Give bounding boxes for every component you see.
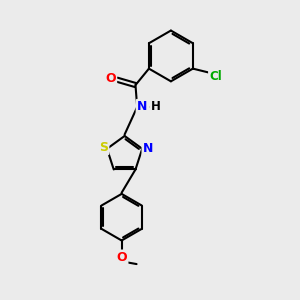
Text: O: O xyxy=(116,251,127,264)
Text: Cl: Cl xyxy=(209,70,222,83)
Text: O: O xyxy=(105,72,116,85)
Text: H: H xyxy=(151,100,160,113)
Text: N: N xyxy=(143,142,153,155)
Text: N: N xyxy=(137,100,148,113)
Text: S: S xyxy=(99,141,108,154)
